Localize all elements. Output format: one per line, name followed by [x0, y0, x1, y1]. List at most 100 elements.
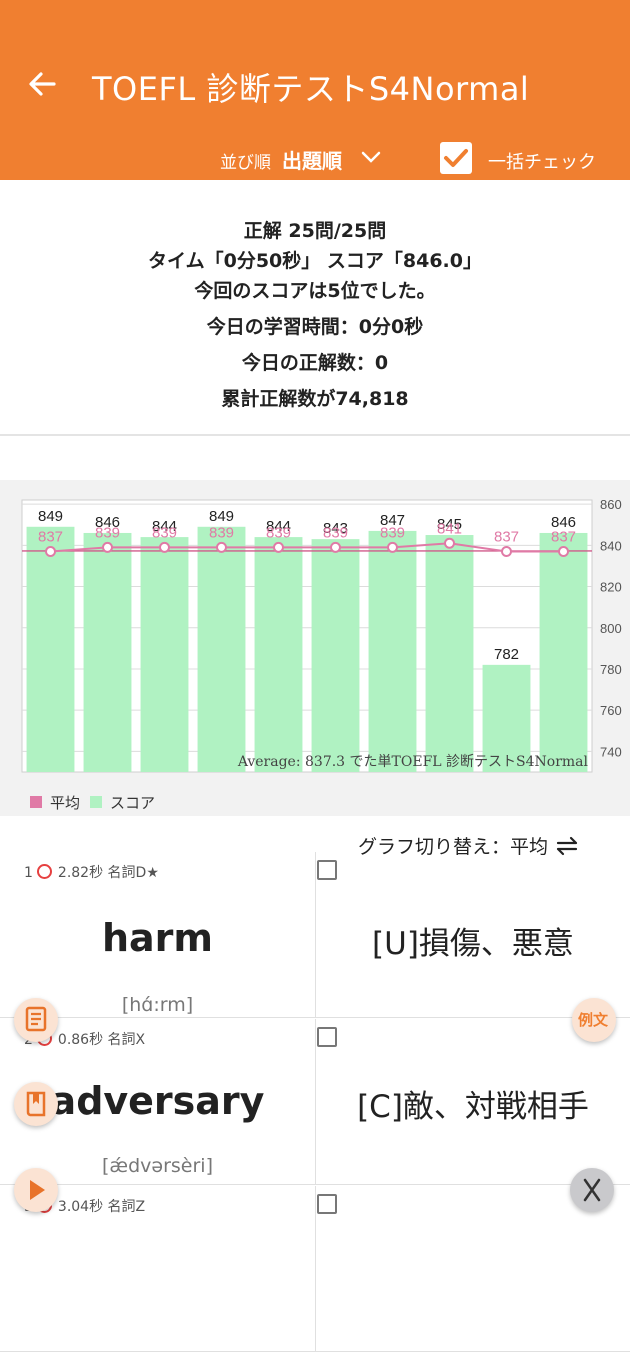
bar-value-label: 845	[437, 516, 462, 533]
average-value-label: 839	[95, 524, 120, 541]
swap-arrows-icon[interactable]	[554, 836, 580, 856]
legend-avg-swatch	[30, 796, 42, 808]
wordlist-fab[interactable]	[14, 998, 58, 1042]
score-bar	[482, 664, 531, 772]
average-value-label: 837	[38, 529, 63, 546]
list-item[interactable]: 20.86秒 名詞X adversary [ǽdvərsèri] [C]敵、対戦…	[0, 1019, 630, 1185]
word-text: harm	[101, 916, 214, 960]
item-meta: 1 2.82秒 名詞D★	[24, 864, 159, 881]
y-tick-label: 820	[600, 580, 622, 595]
y-tick-label: 840	[600, 538, 622, 553]
bar-value-label: 849	[38, 508, 63, 525]
rank-text: 今回のスコアは5位でした。	[194, 280, 436, 302]
book-icon	[26, 1091, 46, 1117]
list-item[interactable]: 33.04秒 名詞Z	[0, 1186, 630, 1352]
graph-switch[interactable]: グラフ切り替え：平均	[358, 832, 580, 859]
score-bar	[26, 526, 75, 772]
x-tick-label: 532	[553, 778, 575, 780]
study-time: 今日の学習時間：0分0秒	[206, 316, 424, 338]
average-value-label: 837	[494, 529, 519, 546]
score-chart: 740 760 780 800 820 840 860 849 846 844 849 844 843 8…	[0, 480, 630, 816]
example-sentence-fab[interactable]: 例文	[572, 998, 616, 1042]
score-bar	[539, 532, 588, 772]
column-divider	[315, 852, 316, 1017]
book-fab[interactable]	[14, 1082, 58, 1126]
average-point	[330, 541, 341, 553]
y-tick-label: 780	[600, 662, 622, 677]
bar-value-label: 844	[266, 518, 291, 535]
average-value-label: 839	[266, 524, 291, 541]
column-divider	[315, 1186, 316, 1351]
correct-today: 今日の正解数：0	[241, 352, 389, 374]
word-text: adversary	[50, 1079, 265, 1123]
average-point	[102, 541, 113, 553]
bulk-check-label[interactable]: 一括チェック	[488, 152, 596, 173]
score-bar	[368, 530, 417, 772]
check-icon	[444, 149, 468, 167]
x-tick-label: 526	[211, 778, 233, 780]
notebook-icon	[25, 1006, 47, 1032]
average-line	[50, 542, 564, 553]
bar-value-label: 847	[380, 512, 405, 529]
average-point	[501, 546, 512, 558]
meaning-text: [U]損傷、悪意	[372, 926, 574, 962]
average-value-label: 839	[152, 524, 177, 541]
average-point	[159, 541, 170, 553]
score-bar	[197, 526, 246, 772]
average-value-label: 839	[380, 524, 405, 541]
x-logo-icon	[583, 1178, 601, 1202]
score-bar	[83, 532, 132, 772]
graph-switch-label[interactable]: グラフ切り替え：平均	[358, 836, 549, 858]
cumulative-correct: 累計正解数が74,818	[221, 388, 409, 410]
chevron-down-icon[interactable]	[360, 148, 382, 166]
pronunciation: [hɑ́:rm]	[121, 994, 194, 1016]
back-arrow-icon[interactable]	[26, 64, 58, 104]
y-tick-label: 740	[600, 744, 622, 759]
bar-value-label: 782	[494, 646, 519, 663]
bulk-check-checkbox[interactable]	[440, 142, 472, 174]
list-item[interactable]: 1 2.82秒 名詞D★ harm [hɑ́:rm] [U]損傷、悪意	[0, 852, 630, 1018]
score-bar	[425, 535, 474, 772]
sort-dropdown[interactable]: 出題順	[282, 149, 342, 173]
average-point	[558, 546, 569, 558]
bar-value-label: 844	[152, 518, 177, 535]
average-point	[45, 546, 56, 558]
y-tick-label: 860	[600, 497, 622, 512]
x-tick-label: 524	[97, 778, 119, 780]
play-icon	[30, 1180, 45, 1200]
chart-annotation: Average: 837.3 でた単TOEFL 診断テストS4Normal	[237, 754, 589, 770]
score-bar	[140, 537, 189, 772]
legend-avg-label: 平均	[50, 794, 81, 812]
correct-circle-icon	[36, 864, 52, 879]
play-fab[interactable]	[14, 1168, 58, 1212]
x-tick-label: 528	[325, 778, 347, 780]
page-title: TOEFL 診断テストS4Normal	[92, 70, 530, 108]
average-value-label: 839	[323, 524, 348, 541]
meaning-text: [C]敵、対戦相手	[357, 1089, 589, 1125]
correct-count: 正解 25問/25問	[243, 220, 387, 242]
y-tick-label: 760	[600, 703, 622, 718]
item-checkbox[interactable]	[317, 1027, 337, 1047]
average-value-label: 837	[551, 529, 576, 546]
app-bar: TOEFL 診断テストS4Normal 並び順 出題順 一括チェック	[0, 0, 630, 180]
result-summary: 正解 25問/25問 タイム「0分50秒」 スコア「846.0」 今回のスコアは…	[0, 180, 630, 436]
average-value-label: 841	[437, 520, 462, 537]
bar-value-label: 846	[551, 514, 576, 531]
pronunciation: [ǽdvərsèri]	[102, 1155, 213, 1177]
x-tick-label: 530	[439, 778, 461, 780]
score-bar	[311, 539, 360, 772]
average-point	[216, 541, 227, 553]
item-checkbox[interactable]	[317, 1194, 337, 1214]
column-divider	[315, 1019, 316, 1184]
item-checkbox[interactable]	[317, 860, 337, 880]
y-tick-label: 800	[600, 621, 622, 636]
legend-score-swatch	[90, 796, 102, 808]
time-score: タイム「0分50秒」 スコア「846.0」	[148, 250, 482, 272]
sort-label: 並び順	[220, 153, 271, 173]
score-bar	[254, 537, 303, 772]
average-value-label: 839	[209, 524, 234, 541]
x-share-fab[interactable]	[570, 1168, 614, 1212]
example-sentence-label[interactable]: 例文	[578, 1011, 609, 1029]
bar-value-label: 846	[95, 514, 120, 531]
